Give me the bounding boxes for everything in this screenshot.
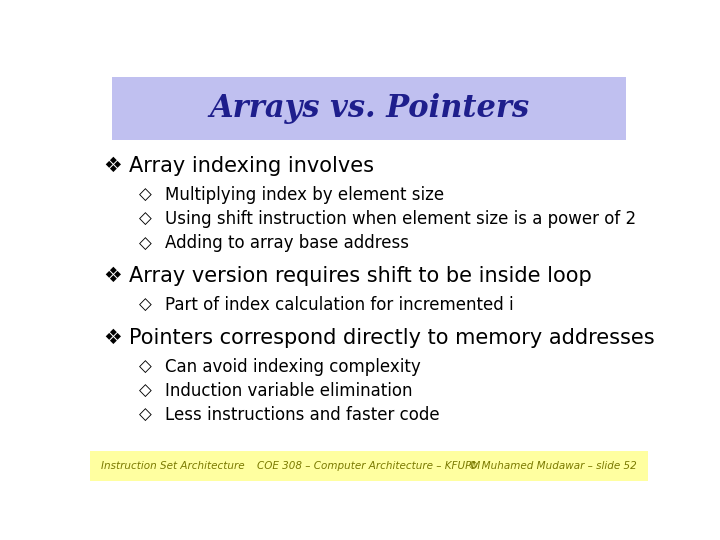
Text: ◇: ◇ — [140, 406, 152, 424]
Text: ❖: ❖ — [103, 328, 122, 348]
Text: ◇: ◇ — [140, 382, 152, 400]
Text: Less instructions and faster code: Less instructions and faster code — [166, 406, 440, 424]
Text: Multiplying index by element size: Multiplying index by element size — [166, 186, 444, 204]
FancyBboxPatch shape — [112, 77, 626, 140]
Text: ◇: ◇ — [140, 296, 152, 314]
Text: Array version requires shift to be inside loop: Array version requires shift to be insid… — [129, 266, 592, 286]
Text: Adding to array base address: Adding to array base address — [166, 234, 410, 252]
Text: Array indexing involves: Array indexing involves — [129, 156, 374, 176]
Text: ❖: ❖ — [103, 266, 122, 286]
Text: Using shift instruction when element size is a power of 2: Using shift instruction when element siz… — [166, 211, 636, 228]
Text: Induction variable elimination: Induction variable elimination — [166, 382, 413, 400]
Text: Pointers correspond directly to memory addresses: Pointers correspond directly to memory a… — [129, 328, 654, 348]
Text: Instruction Set Architecture: Instruction Set Architecture — [101, 461, 245, 471]
FancyBboxPatch shape — [90, 451, 648, 481]
Text: ◇: ◇ — [140, 234, 152, 252]
Text: COE 308 – Computer Architecture – KFUPM: COE 308 – Computer Architecture – KFUPM — [257, 461, 481, 471]
Text: ❖: ❖ — [103, 156, 122, 176]
Text: Can avoid indexing complexity: Can avoid indexing complexity — [166, 357, 421, 375]
Text: ◇: ◇ — [140, 186, 152, 204]
Text: ◇: ◇ — [140, 357, 152, 375]
Text: Arrays vs. Pointers: Arrays vs. Pointers — [209, 93, 529, 124]
Text: © Muhamed Mudawar – slide 52: © Muhamed Mudawar – slide 52 — [468, 461, 637, 471]
Text: ◇: ◇ — [140, 211, 152, 228]
Text: Part of index calculation for incremented i: Part of index calculation for incremente… — [166, 296, 514, 314]
